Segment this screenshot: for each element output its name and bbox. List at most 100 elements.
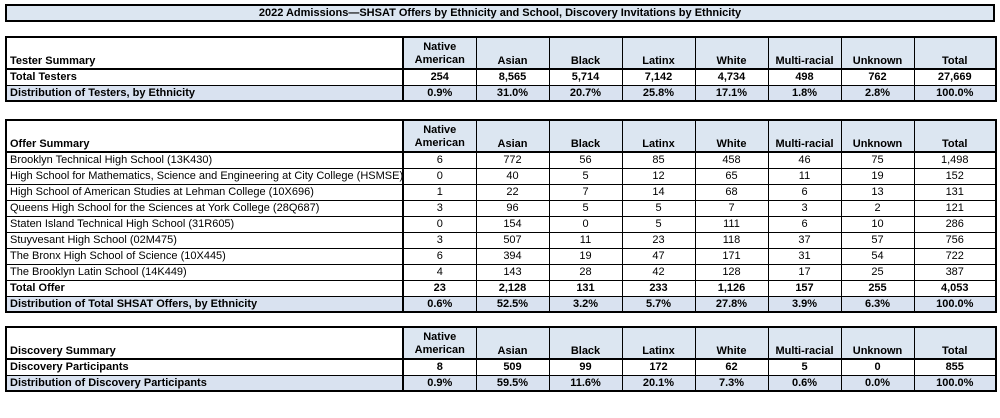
column-header: Unknown xyxy=(840,36,915,70)
cell: 5 xyxy=(621,199,696,217)
column-header: White xyxy=(694,119,769,153)
cell: 458 xyxy=(694,151,769,169)
report-title: 2022 Admissions—SHSAT Offers by Ethnicit… xyxy=(5,4,995,22)
row-label: Staten Island Technical High School (31R… xyxy=(5,215,404,233)
column-header: Black xyxy=(548,36,623,70)
cell: 6 xyxy=(767,215,842,233)
column-header: White xyxy=(694,326,769,360)
column-header: Unknown xyxy=(840,326,915,360)
cell: 40 xyxy=(475,167,550,185)
cell: 507 xyxy=(475,231,550,249)
cell: 1,126 xyxy=(694,279,769,297)
cell: 68 xyxy=(694,183,769,201)
cell: 0.6% xyxy=(767,374,842,392)
cell: 100.0% xyxy=(913,374,997,392)
cell: 46 xyxy=(767,151,842,169)
column-header: Multi-racial xyxy=(767,119,842,153)
cell: 17.1% xyxy=(694,84,769,102)
table-row: High School for Mathematics, Science and… xyxy=(5,167,997,185)
cell: 47 xyxy=(621,247,696,265)
cell: 28 xyxy=(548,263,623,281)
cell: 5 xyxy=(548,199,623,217)
cell: 498 xyxy=(767,68,842,86)
cell: 54 xyxy=(840,247,915,265)
cell: 772 xyxy=(475,151,550,169)
row-label: Distribution of Testers, by Ethnicity xyxy=(5,84,404,102)
column-header: Multi-racial xyxy=(767,326,842,360)
cell: 152 xyxy=(913,167,997,185)
column-header: Asian xyxy=(475,36,550,70)
cell: 394 xyxy=(475,247,550,265)
row-label: Stuyvesant High School (02M475) xyxy=(5,231,404,249)
table-row: Distribution of Testers, by Ethnicity 0.9… xyxy=(5,84,997,102)
cell: 8 xyxy=(402,358,477,376)
cell: 0 xyxy=(548,215,623,233)
cell: 0.0% xyxy=(840,374,915,392)
column-header: Total xyxy=(913,326,997,360)
table-row: Discovery Participants 8 509 99 172 62 5 0 855 xyxy=(5,358,997,376)
cell: 128 xyxy=(694,263,769,281)
cell: 19 xyxy=(548,247,623,265)
tester-summary-table: Tester Summary Native American Asian Black L… xyxy=(5,36,997,102)
cell: 3 xyxy=(402,231,477,249)
cell: 27.8% xyxy=(694,295,769,313)
cell: 1,498 xyxy=(913,151,997,169)
cell: 12 xyxy=(621,167,696,185)
cell: 7 xyxy=(548,183,623,201)
column-header: Total xyxy=(913,36,997,70)
cell: 143 xyxy=(475,263,550,281)
cell: 31.0% xyxy=(475,84,550,102)
row-label: Distribution of Discovery Participants xyxy=(5,374,404,392)
column-header: Latinx xyxy=(621,326,696,360)
table-row: Brooklyn Technical High School (13K430) 6… xyxy=(5,151,997,169)
cell: 5 xyxy=(621,215,696,233)
cell: 172 xyxy=(621,358,696,376)
row-label: Total Testers xyxy=(5,68,404,86)
cell: 31 xyxy=(767,247,842,265)
cell: 131 xyxy=(548,279,623,297)
cell: 100.0% xyxy=(913,84,997,102)
cell: 2,128 xyxy=(475,279,550,297)
cell: 56 xyxy=(548,151,623,169)
cell: 11.6% xyxy=(548,374,623,392)
cell: 154 xyxy=(475,215,550,233)
cell: 27,669 xyxy=(913,68,997,86)
cell: 0 xyxy=(402,215,477,233)
cell: 4 xyxy=(402,263,477,281)
row-label: High School of American Studies at Lehma… xyxy=(5,183,404,201)
cell: 85 xyxy=(621,151,696,169)
column-header: Native American xyxy=(402,326,477,360)
cell: 52.5% xyxy=(475,295,550,313)
cell: 37 xyxy=(767,231,842,249)
table-section-label: Offer Summary xyxy=(5,119,404,153)
cell: 0.9% xyxy=(402,84,477,102)
cell: 6 xyxy=(402,151,477,169)
table-row: Staten Island Technical High School (31R… xyxy=(5,215,997,233)
table-row: Stuyvesant High School (02M475) 3 507 11 23 1… xyxy=(5,231,997,249)
column-header: Total xyxy=(913,119,997,153)
cell: 6 xyxy=(767,183,842,201)
cell: 7,142 xyxy=(621,68,696,86)
cell: 5 xyxy=(767,358,842,376)
cell: 22 xyxy=(475,183,550,201)
cell: 387 xyxy=(913,263,997,281)
cell: 65 xyxy=(694,167,769,185)
cell: 121 xyxy=(913,199,997,217)
cell: 20.7% xyxy=(548,84,623,102)
cell: 10 xyxy=(840,215,915,233)
cell: 855 xyxy=(913,358,997,376)
cell: 5 xyxy=(548,167,623,185)
cell: 118 xyxy=(694,231,769,249)
cell: 0 xyxy=(402,167,477,185)
cell: 25 xyxy=(840,263,915,281)
cell: 17 xyxy=(767,263,842,281)
cell: 3 xyxy=(767,199,842,217)
column-header: Multi-racial xyxy=(767,36,842,70)
cell: 11 xyxy=(767,167,842,185)
cell: 756 xyxy=(913,231,997,249)
cell: 0.6% xyxy=(402,295,477,313)
row-label: High School for Mathematics, Science and… xyxy=(5,167,404,185)
cell: 2 xyxy=(840,199,915,217)
cell: 157 xyxy=(767,279,842,297)
cell: 7.3% xyxy=(694,374,769,392)
